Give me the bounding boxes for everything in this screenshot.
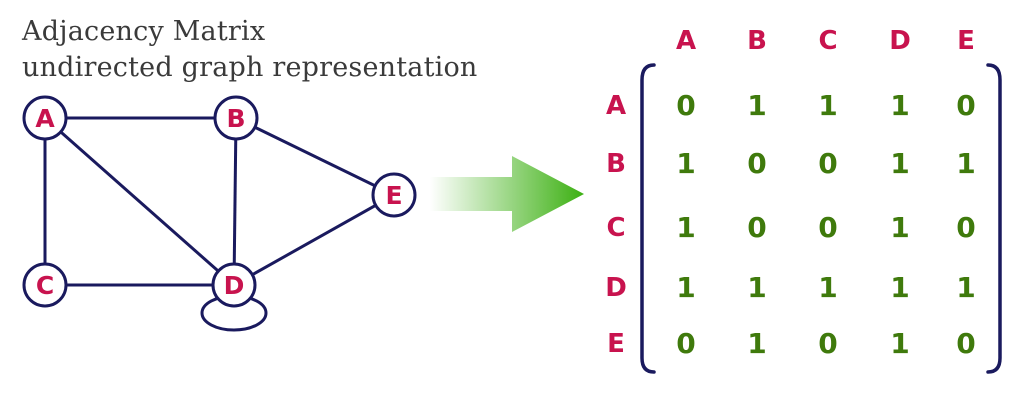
edge-d-e <box>233 193 395 287</box>
edge-a-d <box>44 116 235 287</box>
matrix-cell: 1 <box>676 271 695 304</box>
node-label: C <box>36 271 54 300</box>
matrix-cell: 1 <box>956 147 975 180</box>
matrix-cell: 1 <box>818 271 837 304</box>
edge-b-e <box>235 116 395 197</box>
matrix-cell: 1 <box>676 211 695 244</box>
node-label: A <box>35 104 55 133</box>
matrix-cell: 0 <box>818 211 837 244</box>
matrix-cell: 0 <box>956 211 975 244</box>
matrix-col-header: E <box>957 26 975 56</box>
graph-node-b: B <box>213 95 259 141</box>
matrix-cell: 1 <box>890 271 909 304</box>
graph-nodes: A B C D E <box>22 95 417 308</box>
title-line-1: Adjacency Matrix <box>22 16 266 47</box>
title-line-2: undirected graph representation <box>22 52 478 83</box>
node-circle <box>213 95 259 141</box>
node-circle <box>371 172 417 218</box>
graph-node-a: A <box>22 95 68 141</box>
matrix-cell: 0 <box>747 147 766 180</box>
matrix-cell: 1 <box>890 211 909 244</box>
node-label: D <box>224 271 245 300</box>
matrix-cell: 0 <box>956 327 975 360</box>
matrix-col-header: B <box>747 26 767 56</box>
matrix-row-header: C <box>606 213 625 243</box>
matrix-cell: 1 <box>747 327 766 360</box>
matrix-cell: 1 <box>890 89 909 122</box>
matrix-cell: 1 <box>747 271 766 304</box>
matrix-cell: 0 <box>956 89 975 122</box>
matrix-cell: 1 <box>890 327 909 360</box>
matrix-cell: 1 <box>890 147 909 180</box>
matrix-col-header: C <box>818 26 837 56</box>
matrix-row-header: E <box>607 329 625 359</box>
matrix-cell: 0 <box>676 89 695 122</box>
transform-arrow <box>430 156 584 232</box>
graph-node-c: C <box>22 262 68 308</box>
matrix-cell: 1 <box>747 89 766 122</box>
node-label: B <box>226 104 245 133</box>
matrix-row-header: A <box>606 91 626 121</box>
node-circle <box>22 95 68 141</box>
edge-b-d <box>232 117 238 286</box>
matrix-col-header: D <box>889 26 911 56</box>
matrix-cell: 0 <box>818 147 837 180</box>
node-label: E <box>385 181 402 210</box>
node-circle <box>22 262 68 308</box>
matrix-col-header: A <box>676 26 696 56</box>
matrix-cell: 0 <box>818 327 837 360</box>
matrix-cell: 1 <box>818 89 837 122</box>
matrix-cell: 0 <box>676 327 695 360</box>
node-circle <box>211 262 257 308</box>
matrix-cell: 1 <box>956 271 975 304</box>
graph-node-e: E <box>371 172 417 218</box>
matrix-cell: 1 <box>676 147 695 180</box>
graph-node-d: D <box>211 262 257 308</box>
matrix-row-header: D <box>605 273 627 303</box>
matrix-right-bracket <box>986 63 1002 374</box>
matrix-cell: 0 <box>747 211 766 244</box>
matrix-left-bracket <box>640 63 656 374</box>
matrix-row-header: B <box>606 149 626 179</box>
